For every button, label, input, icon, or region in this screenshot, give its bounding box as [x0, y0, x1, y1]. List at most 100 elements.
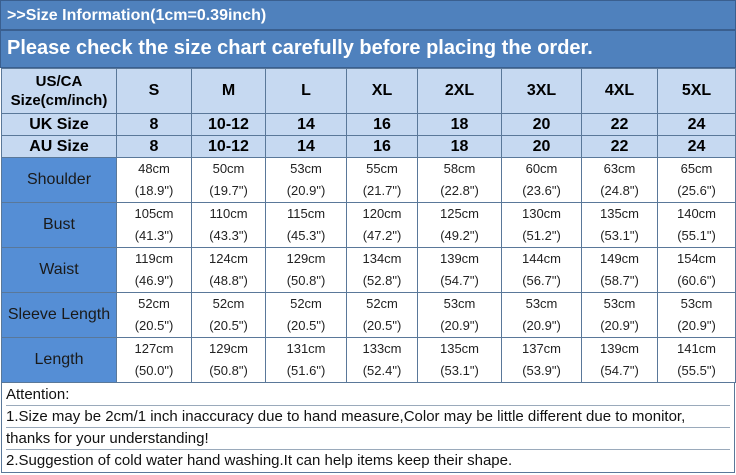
uk-size-value: 18	[417, 113, 502, 136]
measurement-label: Length	[1, 337, 117, 383]
measurement-cm: 53cm	[443, 296, 476, 311]
size-label-line: US/CA	[35, 73, 83, 90]
measurement-cell: 135cm (53.1")	[581, 202, 658, 248]
measurement-inch: (19.7")	[209, 183, 248, 198]
measurement-inch: (20.9")	[286, 183, 326, 198]
measurement-inch: (50.8")	[209, 363, 248, 378]
size-header: L	[265, 68, 347, 114]
measurement-inch: (50.8")	[286, 273, 326, 288]
measurement-cell: 50cm (19.7")	[191, 157, 266, 203]
note-line: 1.Size may be 2cm/1 inch inaccuracy due …	[6, 406, 730, 428]
size-label-cell: US/CA Size(cm/inch)	[1, 68, 117, 114]
measurement-cm: 129cm	[286, 251, 326, 266]
au-size-value: 22	[581, 135, 658, 158]
measurement-inch: (22.8")	[440, 183, 479, 198]
measurement-cell: 129cm (50.8")	[265, 247, 347, 293]
au-size-value: 16	[346, 135, 418, 158]
measurement-inch: (55.1")	[677, 228, 716, 243]
measurement-label: Waist	[1, 247, 117, 293]
measurement-inch: (53.1")	[440, 363, 479, 378]
measurement-inch: (20.9")	[600, 318, 639, 333]
measurement-cell: 137cm (53.9")	[501, 337, 582, 383]
measurement-inch: (23.6")	[522, 183, 561, 198]
measurement-cm: 120cm	[362, 206, 402, 221]
uk-size-value: 24	[657, 113, 736, 136]
measurement-cm: 149cm	[599, 251, 640, 266]
measurement-cell: 139cm (54.7")	[581, 337, 658, 383]
measurement-cm: 53cm	[290, 161, 322, 176]
measurement-cm: 154cm	[676, 251, 717, 266]
measurement-cell: 154cm (60.6")	[657, 247, 736, 293]
measurement-cell: 53cm (20.9")	[581, 292, 658, 338]
measurement-cell: 52cm (20.5")	[191, 292, 266, 338]
measurement-cell: 53cm (20.9")	[657, 292, 736, 338]
measurement-cm: 130cm	[521, 206, 562, 221]
uk-size-value: 14	[265, 113, 347, 136]
size-info-subtitle: Please check the size chart carefully be…	[0, 30, 736, 68]
measurement-cell: 149cm (58.7")	[581, 247, 658, 293]
measurement-cm: 141cm	[676, 341, 717, 356]
au-size-value: 18	[417, 135, 502, 158]
au-size-label: AU Size	[1, 135, 117, 158]
measurement-cell: 119cm (46.9")	[116, 247, 192, 293]
measurement-cell: 53cm (20.9")	[417, 292, 502, 338]
measurement-inch: (21.7")	[362, 183, 402, 198]
note-line: Attention:	[6, 384, 730, 406]
measurement-inch: (20.5")	[286, 318, 326, 333]
measurement-inch: (58.7")	[600, 273, 639, 288]
measurement-inch: (46.9")	[134, 273, 174, 288]
table-row: Bust 105cm (41.3") 110cm (43.3") 115cm (45.3")…	[1, 202, 736, 248]
measurement-cell: 127cm (50.0")	[116, 337, 192, 383]
measurement-cell: 135cm (53.1")	[417, 337, 502, 383]
measurement-cm: 48cm	[138, 161, 170, 176]
measurement-cm: 129cm	[208, 341, 249, 356]
size-label-line: Size(cm/inch)	[10, 92, 108, 109]
measurement-cm: 135cm	[439, 341, 480, 356]
measurement-label: Shoulder	[1, 157, 117, 203]
measurement-cm: 53cm	[680, 296, 713, 311]
uk-size-value: 10-12	[191, 113, 266, 136]
measurement-cell: 124cm (48.8")	[191, 247, 266, 293]
size-header: 5XL	[657, 68, 736, 114]
uk-size-value: 16	[346, 113, 418, 136]
measurement-inch: (56.7")	[522, 273, 561, 288]
measurement-label: Sleeve Length	[1, 292, 117, 338]
measurement-cm: 65cm	[680, 161, 713, 176]
measurement-cell: 133cm (52.4")	[346, 337, 418, 383]
measurement-cm: 115cm	[286, 206, 326, 221]
measurement-inch: (48.8")	[209, 273, 248, 288]
measurement-cm: 58cm	[443, 161, 476, 176]
measurement-cell: 134cm (52.8")	[346, 247, 418, 293]
size-header: XL	[346, 68, 418, 114]
measurement-cm: 135cm	[599, 206, 640, 221]
size-header: 4XL	[581, 68, 658, 114]
au-size-value: 8	[116, 135, 192, 158]
measurement-cell: 53cm (20.9")	[265, 157, 347, 203]
measurement-cm: 119cm	[134, 251, 174, 266]
measurement-cell: 58cm (22.8")	[417, 157, 502, 203]
measurement-inch: (49.2")	[440, 228, 479, 243]
measurement-cm: 60cm	[525, 161, 558, 176]
au-size-value: 10-12	[191, 135, 266, 158]
measurement-cell: 63cm (24.8")	[581, 157, 658, 203]
measurement-inch: (18.9")	[134, 183, 174, 198]
measurement-cm: 55cm	[366, 161, 398, 176]
measurement-inch: (24.8")	[600, 183, 639, 198]
measurement-cm: 139cm	[439, 251, 480, 266]
measurement-cm: 139cm	[599, 341, 640, 356]
measurement-inch: (20.5")	[362, 318, 402, 333]
measurement-inch: (51.2")	[522, 228, 561, 243]
table-row: Shoulder 48cm (18.9") 50cm (19.7") 53cm (20.9"…	[1, 157, 736, 203]
measurement-cell: 139cm (54.7")	[417, 247, 502, 293]
measurement-cm: 124cm	[208, 251, 249, 266]
size-header: 3XL	[501, 68, 582, 114]
measurement-cell: 115cm (45.3")	[265, 202, 347, 248]
au-size-value: 24	[657, 135, 736, 158]
measurement-inch: (60.6")	[677, 273, 716, 288]
measurement-cell: 52cm (20.5")	[116, 292, 192, 338]
measurement-cm: 140cm	[676, 206, 717, 221]
note-line: thanks for your understanding!	[6, 428, 730, 450]
measurement-cell: 130cm (51.2")	[501, 202, 582, 248]
measurement-cm: 53cm	[603, 296, 636, 311]
measurement-cell: 52cm (20.5")	[265, 292, 347, 338]
